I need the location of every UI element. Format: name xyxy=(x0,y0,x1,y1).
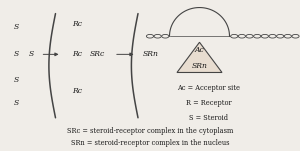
Text: SRn: SRn xyxy=(192,62,207,70)
Text: SRn = steroid-receptor complex in the nucleus: SRn = steroid-receptor complex in the nu… xyxy=(71,140,229,147)
Text: Ac: Ac xyxy=(195,46,204,54)
Text: S = Steroid: S = Steroid xyxy=(189,114,228,122)
Text: S: S xyxy=(29,50,34,58)
Text: Rc: Rc xyxy=(72,87,82,95)
Text: SRc: SRc xyxy=(90,50,105,58)
Text: Rc: Rc xyxy=(72,20,82,28)
Text: S: S xyxy=(14,99,19,107)
Text: S: S xyxy=(14,23,19,31)
Text: SRc = steroid-receptor complex in the cytoplasm: SRc = steroid-receptor complex in the cy… xyxy=(67,127,233,135)
Polygon shape xyxy=(177,42,222,72)
Text: S: S xyxy=(14,76,19,84)
Text: Ac = Acceptor site: Ac = Acceptor site xyxy=(177,84,240,92)
Text: SRn: SRn xyxy=(142,50,158,58)
Text: S: S xyxy=(14,50,19,58)
Text: R = Receptor: R = Receptor xyxy=(186,99,231,107)
Text: Rc: Rc xyxy=(72,50,82,58)
